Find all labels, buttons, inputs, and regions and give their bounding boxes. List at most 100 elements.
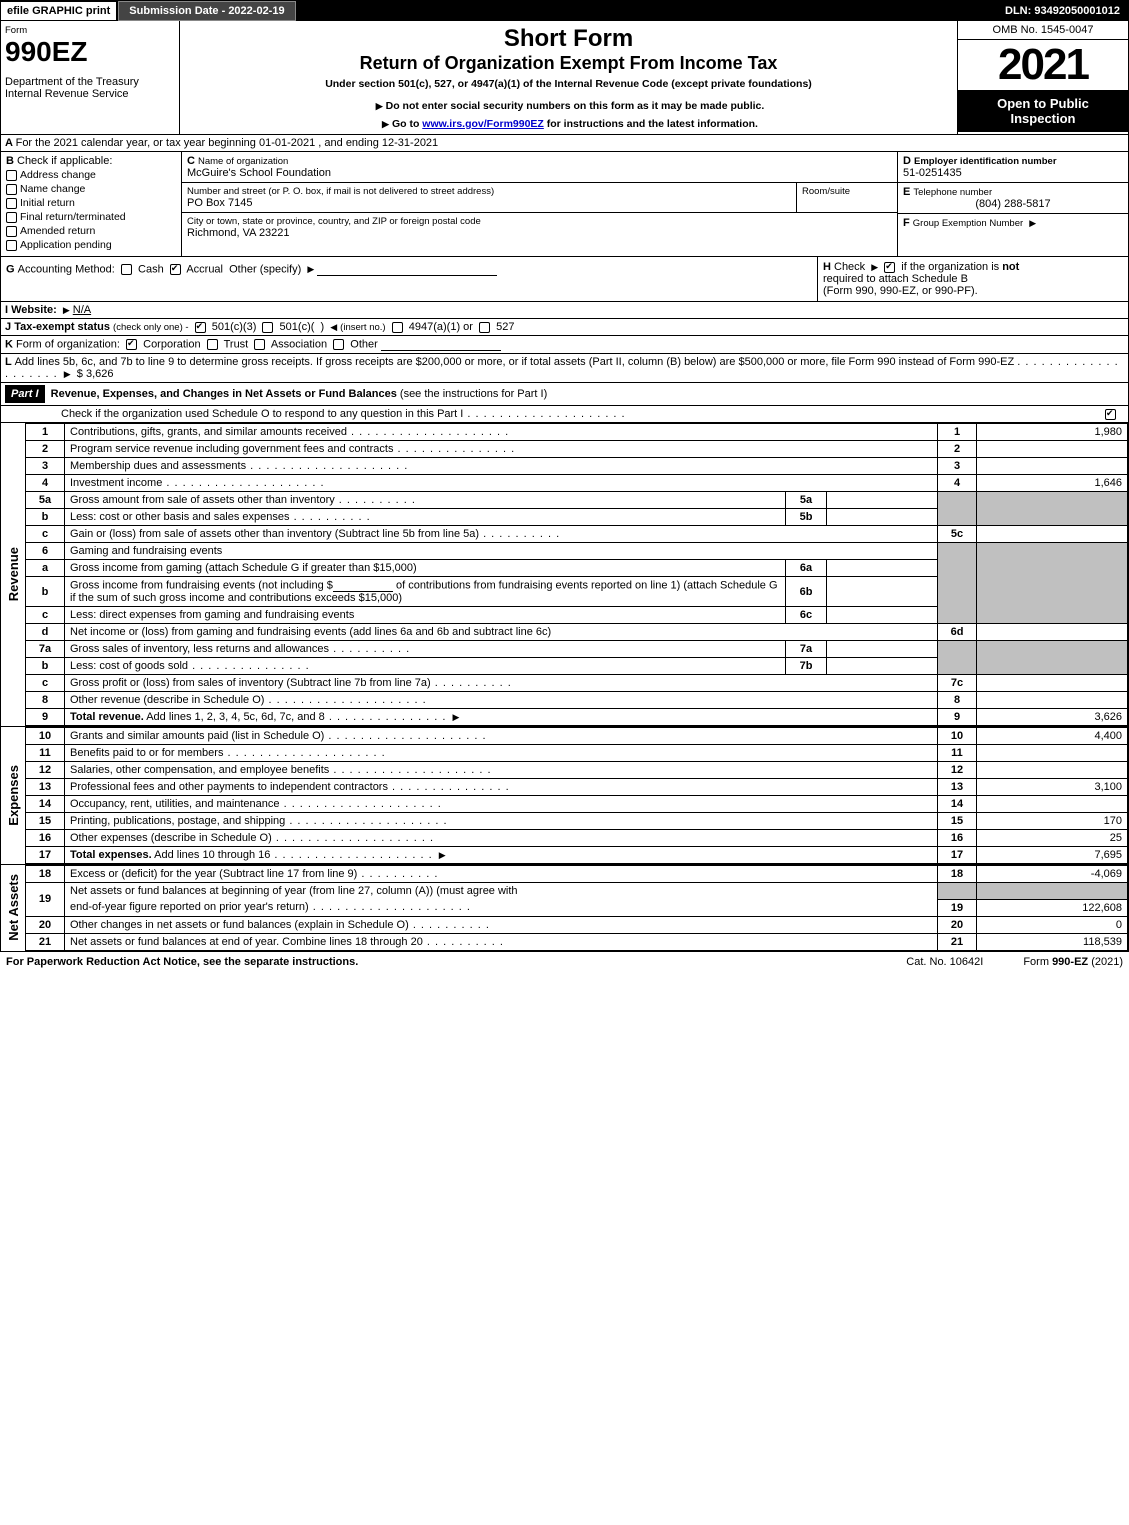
association-checkbox[interactable] bbox=[254, 339, 265, 350]
footer-cat-no: Cat. No. 10642I bbox=[906, 956, 983, 968]
schedule-o-checkbox[interactable] bbox=[1105, 409, 1116, 420]
501c-paren: ) bbox=[321, 321, 325, 333]
l9-num: 9 bbox=[26, 709, 65, 726]
accrual-checkbox[interactable] bbox=[170, 264, 181, 275]
l6b-blank[interactable] bbox=[333, 579, 393, 592]
section-b: B Check if applicable: Address change Na… bbox=[1, 152, 182, 256]
schedule-b-checkbox[interactable] bbox=[884, 262, 895, 273]
l15-rn: 15 bbox=[938, 813, 977, 830]
l7a-val bbox=[827, 641, 938, 658]
opt-address-change[interactable]: Address change bbox=[6, 169, 176, 181]
l21-amt: 118,539 bbox=[977, 933, 1128, 950]
l3-rn: 3 bbox=[938, 458, 977, 475]
l7a-sub: 7a bbox=[786, 641, 827, 658]
corporation-label: Corporation bbox=[143, 338, 200, 350]
l5a-val bbox=[827, 492, 938, 509]
4947-checkbox[interactable] bbox=[392, 322, 403, 333]
form-header: Form 990EZ Department of the Treasury In… bbox=[1, 21, 1128, 135]
opt-name-change[interactable]: Name change bbox=[6, 183, 176, 195]
l5c-num: c bbox=[26, 526, 65, 543]
l14-num: 14 bbox=[26, 796, 65, 813]
phone-label: Telephone number bbox=[913, 187, 992, 198]
l10-desc: Grants and similar amounts paid (list in… bbox=[70, 730, 324, 742]
l10-amt: 4,400 bbox=[977, 728, 1128, 745]
l6d-desc: Net income or (loss) from gaming and fun… bbox=[65, 624, 938, 641]
527-checkbox[interactable] bbox=[479, 322, 490, 333]
netassets-side-label: Net Assets bbox=[1, 865, 26, 951]
l13-num: 13 bbox=[26, 779, 65, 796]
l20-desc: Other changes in net assets or fund bala… bbox=[70, 919, 409, 931]
return-title: Return of Organization Exempt From Incom… bbox=[184, 53, 953, 74]
opt-amended-return-label: Amended return bbox=[20, 225, 95, 237]
l4-num: 4 bbox=[26, 475, 65, 492]
footer-left: For Paperwork Reduction Act Notice, see … bbox=[6, 956, 358, 968]
city-value: Richmond, VA 23221 bbox=[187, 227, 892, 239]
l18-desc: Excess or (deficit) for the year (Subtra… bbox=[70, 868, 357, 880]
l2-desc: Program service revenue including govern… bbox=[70, 443, 393, 455]
l11-rn: 11 bbox=[938, 745, 977, 762]
part-i-label: Part I bbox=[5, 385, 45, 403]
website-value: N/A bbox=[73, 304, 91, 316]
form-container: efile GRAPHIC print Submission Date - 20… bbox=[0, 0, 1129, 952]
l10-rn: 10 bbox=[938, 728, 977, 745]
irs-link[interactable]: www.irs.gov/Form990EZ bbox=[422, 118, 544, 130]
l19-amt: 122,608 bbox=[977, 899, 1128, 916]
addr-value: PO Box 7145 bbox=[187, 197, 791, 209]
501c3-checkbox[interactable] bbox=[195, 322, 206, 333]
l6c-num: c bbox=[26, 607, 65, 624]
l19-num: 19 bbox=[26, 883, 65, 917]
l19-rn: 19 bbox=[938, 899, 977, 916]
opt-final-return[interactable]: Final return/terminated bbox=[6, 211, 176, 223]
l9-rn: 9 bbox=[938, 709, 977, 726]
l6a-num: a bbox=[26, 560, 65, 577]
opt-application-pending[interactable]: Application pending bbox=[6, 239, 176, 251]
ssn-warning-text: Do not enter social security numbers on … bbox=[386, 100, 765, 112]
trust-checkbox[interactable] bbox=[207, 339, 218, 350]
l7c-amt bbox=[977, 675, 1128, 692]
l1-num: 1 bbox=[26, 424, 65, 441]
dept-treasury: Department of the Treasury bbox=[5, 76, 175, 88]
501c-checkbox[interactable] bbox=[262, 322, 273, 333]
l11-num: 11 bbox=[26, 745, 65, 762]
l15-amt: 170 bbox=[977, 813, 1128, 830]
goto-pre: Go to bbox=[392, 118, 422, 130]
l5a-desc: Gross amount from sale of assets other t… bbox=[70, 494, 335, 506]
l14-desc: Occupancy, rent, utilities, and maintena… bbox=[70, 798, 280, 810]
l8-num: 8 bbox=[26, 692, 65, 709]
l6d-rn: 6d bbox=[938, 624, 977, 641]
form-org-label: Form of organization: bbox=[16, 338, 120, 350]
l4-desc: Investment income bbox=[70, 477, 162, 489]
addr-label: Number and street (or P. O. box, if mail… bbox=[187, 186, 791, 197]
l6d-num: d bbox=[26, 624, 65, 641]
other-org-checkbox[interactable] bbox=[333, 339, 344, 350]
l8-rn: 8 bbox=[938, 692, 977, 709]
l17-num: 17 bbox=[26, 847, 65, 864]
l7c-num: c bbox=[26, 675, 65, 692]
section-def: D Employer identification number 51-0251… bbox=[898, 152, 1128, 256]
expenses-side-label: Expenses bbox=[1, 727, 26, 864]
l12-amt bbox=[977, 762, 1128, 779]
opt-initial-return-label: Initial return bbox=[20, 197, 75, 209]
l12-desc: Salaries, other compensation, and employ… bbox=[70, 764, 329, 776]
header-left-col: Form 990EZ Department of the Treasury In… bbox=[1, 21, 180, 134]
l6c-sub: 6c bbox=[786, 607, 827, 624]
trust-label: Trust bbox=[224, 338, 249, 350]
l2-rn: 2 bbox=[938, 441, 977, 458]
section-g: G Accounting Method: Cash Accrual Other … bbox=[1, 257, 817, 301]
room-label: Room/suite bbox=[797, 183, 897, 212]
section-l: L Add lines 5b, 6c, and 7b to line 9 to … bbox=[1, 354, 1128, 383]
under-section-text: Under section 501(c), 527, or 4947(a)(1)… bbox=[184, 78, 953, 90]
website-label: Website: bbox=[11, 304, 57, 316]
corporation-checkbox[interactable] bbox=[126, 339, 137, 350]
l6-desc: Gaming and fundraising events bbox=[65, 543, 938, 560]
opt-amended-return[interactable]: Amended return bbox=[6, 225, 176, 237]
revenue-table: 1Contributions, gifts, grants, and simil… bbox=[26, 423, 1128, 726]
accounting-label: Accounting Method: bbox=[18, 263, 115, 275]
netassets-table: 18Excess or (deficit) for the year (Subt… bbox=[26, 865, 1128, 951]
other-org-field[interactable] bbox=[381, 338, 501, 351]
other-specify-field[interactable] bbox=[317, 263, 497, 276]
l6b-desc1: Gross income from fundraising events (no… bbox=[70, 579, 333, 591]
efile-print-label: efile GRAPHIC print bbox=[1, 2, 118, 20]
cash-checkbox[interactable] bbox=[121, 264, 132, 275]
opt-initial-return[interactable]: Initial return bbox=[6, 197, 176, 209]
